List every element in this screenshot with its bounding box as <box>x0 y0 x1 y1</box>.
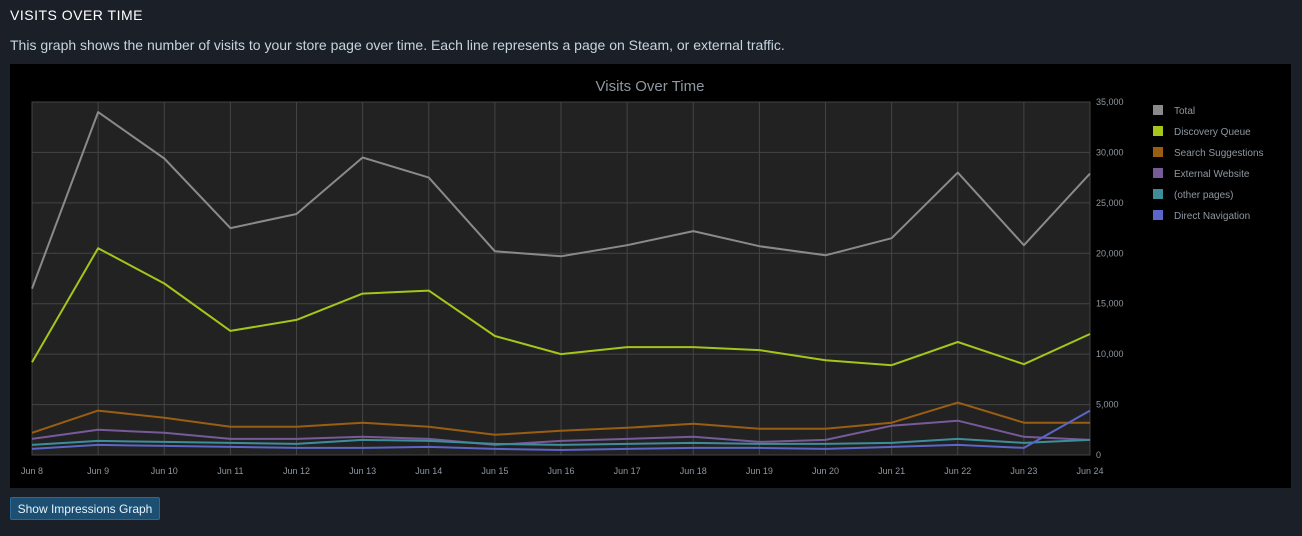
visits-chart: Jun 8 Jun 9 Jun 10 Jun 11 Jun 12 Jun 13 Jun 14… <box>10 64 1291 488</box>
y-tick-label: 0 <box>1096 450 1101 460</box>
x-tick-label: Jun 22 <box>944 466 971 476</box>
legend-swatch <box>1153 147 1163 157</box>
series-line <box>31 247 1091 367</box>
section-title: VISITS OVER TIME <box>10 7 143 23</box>
x-tick-label: Jun 21 <box>878 466 905 476</box>
section-description: This graph shows the number of visits to… <box>10 37 785 53</box>
series-line <box>31 111 1091 289</box>
series-line <box>31 437 1091 446</box>
x-tick-label: Jun 8 <box>21 466 43 476</box>
x-tick-label: Jun 13 <box>349 466 376 476</box>
y-tick-label: 25,000 <box>1096 198 1124 208</box>
legend-swatch <box>1153 168 1163 178</box>
legend-swatch <box>1153 189 1163 199</box>
legend-label: Discovery Queue <box>1174 127 1251 138</box>
x-tick-label: Jun 16 <box>547 466 574 476</box>
y-axis-ticks: 0 5,000 10,000 15,000 20,000 25,000 30,000 35,0… <box>1096 97 1124 460</box>
x-tick-label: Jun 9 <box>87 466 109 476</box>
x-tick-label: Jun 12 <box>283 466 310 476</box>
legend-label: External Website <box>1174 169 1250 180</box>
y-tick-label: 20,000 <box>1096 248 1124 258</box>
legend-swatch <box>1153 105 1163 115</box>
x-tick-label: Jun 10 <box>151 466 178 476</box>
y-tick-label: 35,000 <box>1096 97 1124 107</box>
x-tick-label: Jun 23 <box>1010 466 1037 476</box>
x-tick-label: Jun 17 <box>614 466 641 476</box>
y-tick-label: 5,000 <box>1096 400 1119 410</box>
series-line <box>31 401 1090 436</box>
x-axis-ticks: Jun 8 Jun 9 Jun 10 Jun 11 Jun 12 Jun 13 Jun 14… <box>21 466 1104 476</box>
legend-swatch <box>1153 126 1163 136</box>
series-lines <box>31 111 1091 451</box>
x-tick-label: Jun 14 <box>415 466 442 476</box>
chart-svg: Jun 8 Jun 9 Jun 10 Jun 11 Jun 12 Jun 13 Jun 14… <box>21 78 1264 476</box>
y-tick-label: 10,000 <box>1096 349 1124 359</box>
series-line <box>31 409 1091 451</box>
x-tick-label: Jun 24 <box>1076 466 1103 476</box>
show-impressions-graph-button[interactable]: Show Impressions Graph <box>10 497 160 520</box>
x-tick-label: Jun 18 <box>680 466 707 476</box>
x-tick-label: Jun 11 <box>217 466 243 476</box>
chart-title: Visits Over Time <box>596 78 705 95</box>
legend: Total Discovery Queue Search Suggestions Ex… <box>1153 105 1264 222</box>
y-tick-label: 30,000 <box>1096 147 1124 157</box>
legend-label: Total <box>1174 106 1195 117</box>
legend-label: Direct Navigation <box>1174 211 1250 222</box>
legend-swatch <box>1153 210 1163 220</box>
x-tick-label: Jun 19 <box>746 466 773 476</box>
series-line <box>31 419 1091 446</box>
grid-lines <box>31 101 1091 456</box>
x-tick-label: Jun 20 <box>812 466 839 476</box>
x-tick-label: Jun 15 <box>481 466 508 476</box>
legend-label: Search Suggestions <box>1174 148 1264 159</box>
legend-label: (other pages) <box>1174 190 1233 201</box>
y-tick-label: 15,000 <box>1096 299 1124 309</box>
